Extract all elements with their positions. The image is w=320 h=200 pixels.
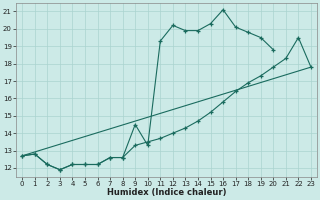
X-axis label: Humidex (Indice chaleur): Humidex (Indice chaleur) bbox=[107, 188, 226, 197]
